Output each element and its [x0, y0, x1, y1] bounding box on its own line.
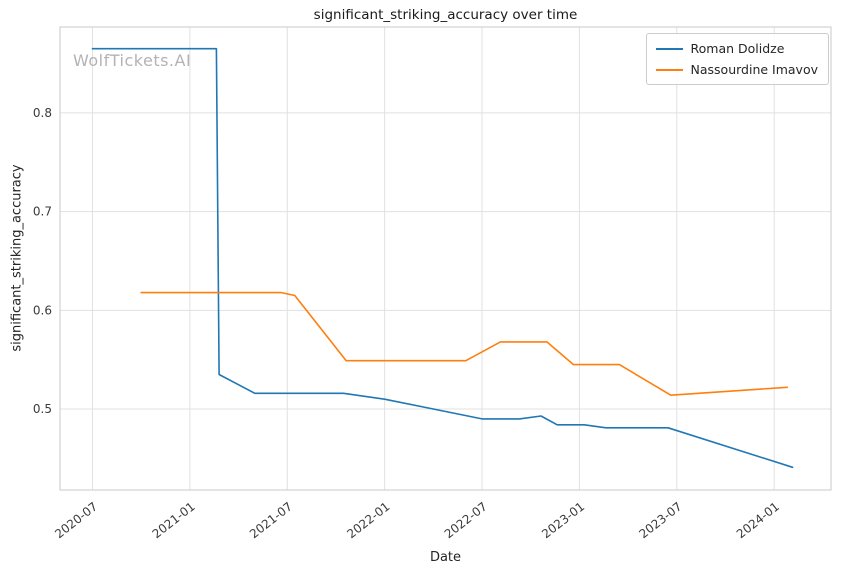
y-tick-label: 0.7 [33, 205, 52, 219]
legend-line-sample-orange [655, 68, 683, 71]
y-tick-label: 0.6 [33, 303, 52, 317]
watermark: WolfTickets.AI [73, 51, 192, 70]
x-tick-label: 2022-07 [442, 499, 490, 541]
x-tick-label: 2021-01 [150, 499, 198, 541]
x-tick-label: 2020-07 [52, 499, 100, 541]
x-tick-label: 2023-07 [637, 499, 685, 541]
series-line-0 [91, 47, 794, 469]
chart-title: significant_striking_accuracy over time [313, 7, 578, 23]
legend-entry-nassourdine-imavov: Nassourdine Imavov [655, 62, 818, 77]
legend-label: Roman Dolidze [690, 41, 785, 56]
x-tick-label: 2024-01 [734, 499, 782, 541]
y-tick-label: 0.5 [33, 402, 52, 416]
x-axis-label: Date [429, 550, 462, 565]
legend-entry-roman-dolidze: Roman Dolidze [655, 41, 818, 56]
plot-border [59, 26, 832, 491]
x-tick-label: 2022-01 [344, 499, 392, 541]
series-line-1 [140, 291, 789, 397]
legend: Roman Dolidze Nassourdine Imavov [645, 33, 829, 85]
y-tick-label: 0.8 [33, 106, 52, 120]
legend-line-sample-blue [655, 47, 683, 50]
legend-label: Nassourdine Imavov [690, 62, 818, 77]
x-tick-label: 2023-01 [539, 499, 587, 541]
x-tick-label: 2021-07 [247, 499, 295, 541]
